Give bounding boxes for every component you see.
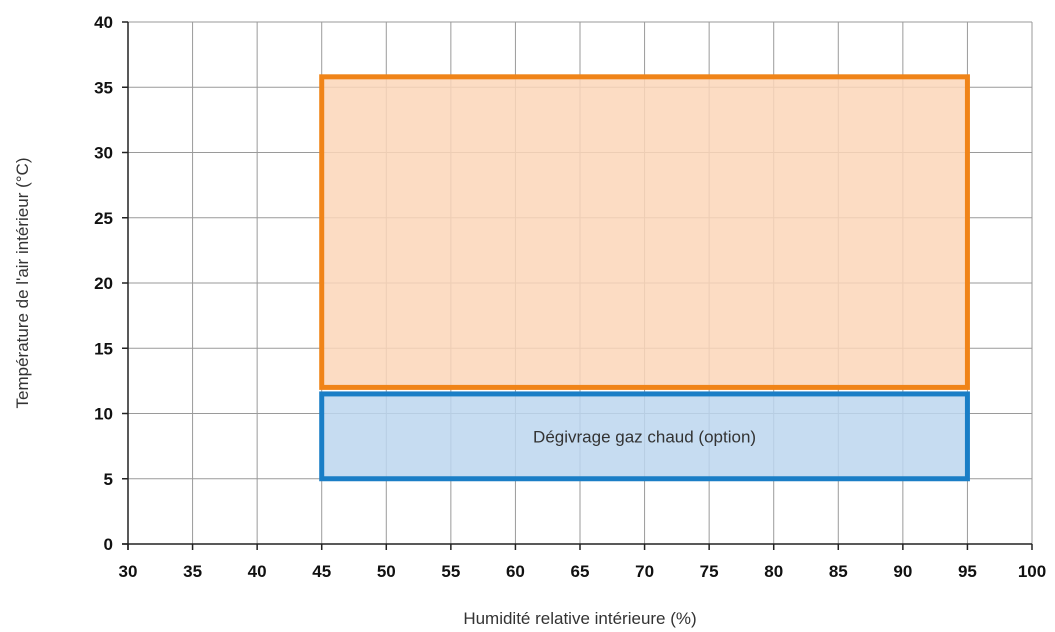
x-tick-labels: 30 35 40 45 50 55 60 65 70 75 80 85 90 95 100: [119, 562, 1047, 581]
y-tick-label-4: 20: [94, 274, 113, 293]
y-axis-title: Température de l'air intérieur (°C): [13, 158, 32, 409]
x-tick-label-4: 50: [377, 562, 396, 581]
x-tick-label-7: 65: [571, 562, 590, 581]
y-tick-labels: 0 5 10 15 20 25 30 35 40: [94, 13, 113, 554]
x-tick-label-9: 75: [700, 562, 719, 581]
y-tick-label-2: 10: [94, 405, 113, 424]
x-tick-label-6: 60: [506, 562, 525, 581]
y-tick-label-5: 25: [94, 209, 113, 228]
axes: [122, 21, 1033, 550]
x-tick-label-3: 45: [312, 562, 331, 581]
x-tick-label-8: 70: [635, 562, 654, 581]
x-tick-label-13: 95: [958, 562, 977, 581]
x-axis-title: Humidité relative intérieure (%): [463, 609, 696, 628]
region-label-hot-gas-defrost: Dégivrage gaz chaud (option): [533, 427, 756, 446]
y-tick-label-7: 35: [94, 78, 113, 97]
x-tick-label-14: 100: [1018, 562, 1046, 581]
region-operating-range: [319, 74, 970, 390]
x-tick-label-11: 85: [829, 562, 848, 581]
regions: Dégivrage gaz chaud (option): [319, 74, 970, 482]
x-tick-label-2: 40: [248, 562, 267, 581]
region-hot-gas-defrost: [319, 391, 970, 482]
y-tick-label-1: 5: [104, 470, 113, 489]
x-tick-label-12: 90: [893, 562, 912, 581]
x-tick-label-0: 30: [119, 562, 138, 581]
x-tick-label-10: 80: [764, 562, 783, 581]
y-tick-label-6: 30: [94, 144, 113, 163]
y-tick-label-0: 0: [104, 535, 113, 554]
y-tick-label-8: 40: [94, 13, 113, 32]
x-tick-label-1: 35: [183, 562, 202, 581]
y-tick-label-3: 15: [94, 339, 113, 358]
x-tick-label-5: 55: [441, 562, 460, 581]
